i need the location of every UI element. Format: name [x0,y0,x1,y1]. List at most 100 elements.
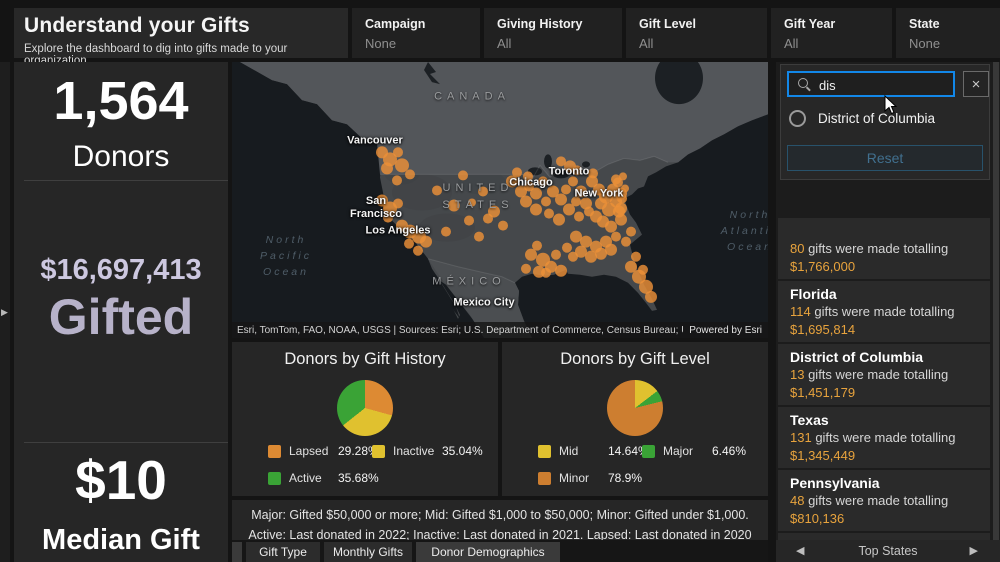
donor-dot [563,203,575,216]
donor-dot [562,242,572,253]
filter-giving-history[interactable]: Giving History All [484,8,622,58]
donor-dot [605,220,617,233]
search-icon [798,78,808,88]
gift-history-definition: Active: Last donated in 2022; Inactive: … [248,528,752,540]
donor-dot [556,156,566,167]
top-state-item-florida[interactable]: Florida 114 gifts were made totalling $1,6… [778,281,990,342]
bottom-tab-strip: Gift Type Monthly Gifts Donor Demographi… [232,540,768,562]
legend-item-major[interactable]: Major 6.46% [642,444,746,458]
page-title: Understand your Gifts [24,14,250,37]
donor-dot [611,231,621,242]
donor-dot [615,213,627,226]
legend-label: Mid [559,444,579,458]
donor-dot [395,158,409,173]
gift-level-definition: Major: Gifted $50,000 or more; Mid: Gift… [251,508,749,522]
top-state-item-pennsylvania[interactable]: Pennsylvania 48 gifts were made totalling… [778,470,990,531]
legend-percent: 29.28% [338,444,379,458]
chart-legend: Mid 14.64% Major 6.46% Minor 78.9% [538,444,746,485]
gift-total: $1,451,179 [790,385,856,400]
gift-count: 80 [790,241,805,256]
filter-campaign[interactable]: Campaign None [352,8,480,58]
donor-dot [568,251,578,262]
top-state-item[interactable]: 80 gifts were made totalling $1,766,000 [778,218,990,279]
filter-value: All [784,36,799,51]
filter-label: Gift Year [784,17,836,31]
donor-dot [393,198,403,209]
filter-value: None [909,36,941,51]
donor-dot [404,238,414,249]
legend-item-inactive[interactable]: Inactive 35.04% [372,444,483,458]
donor-dot [561,184,571,195]
legend-label: Lapsed [289,444,329,458]
tab-monthly-gifts[interactable]: Monthly Gifts [324,542,412,562]
legend-percent: 14.64% [608,444,649,458]
gift-history-pie[interactable] [337,380,393,436]
legend-item-mid[interactable]: Mid 14.64% [538,444,649,458]
suggestion-district-of-columbia[interactable]: District of Columbia [789,109,935,127]
top-state-item-texas[interactable]: Texas 131 gifts were made totalling $1,345… [778,407,990,468]
donor-dot [588,168,598,179]
powered-by-esri: Powered by Esri [689,324,762,336]
legend-item-active[interactable]: Active 35.68% [268,471,379,485]
tab-gift-type[interactable]: Gift Type [246,542,320,562]
legend-percent: 35.04% [442,444,483,458]
gift-total: $1,766,000 [790,259,856,274]
gift-level-pie[interactable] [607,380,663,436]
top-state-item-district-of-columbia[interactable]: District of Columbia 13 gifts were made t… [778,344,990,405]
donor-dot [621,236,631,247]
donor-dot [523,171,533,182]
filter-label: Giving History [497,17,583,31]
legend-percent: 78.9% [608,471,643,485]
donor-dot [376,194,388,207]
gift-count: 13 [790,367,805,382]
gift-count-line: 131 gifts were made totalling [790,430,956,445]
filter-gift-level[interactable]: Gift Level All [626,8,767,58]
clear-search-button[interactable]: × [963,71,989,97]
filter-state[interactable]: State None [896,8,1000,58]
search-input[interactable] [817,73,951,97]
reset-button[interactable]: Reset [787,145,983,171]
definitions-panel: Major: Gifted $50,000 or more; Mid: Gift… [232,500,768,540]
legend-item-lapsed[interactable]: Lapsed 29.28% [268,444,379,458]
legend-swatch [538,471,551,485]
donor-dot [570,230,582,243]
donor-dot [474,231,484,242]
scrollbar[interactable] [993,62,999,540]
next-page-icon[interactable]: ▶ [969,544,978,557]
donor-dot [585,250,597,263]
search-box [787,71,955,97]
list-footer: ◀ Top States ▶ [776,540,1000,562]
donor-dot [547,185,559,198]
legend-label: Major [663,444,694,458]
donor-dot [405,169,415,180]
donor-dot [617,193,627,204]
expand-panel-icon[interactable]: ▶ [1,308,8,318]
map-attribution: Esri, TomTom, FAO, NOAA, USGS | Sources:… [232,322,768,338]
legend-label: Minor [559,471,590,485]
previous-page-icon[interactable]: ◀ [796,544,805,557]
tab-scroll-stub[interactable] [232,542,242,562]
legend-swatch [538,444,551,458]
legend-label: Inactive [393,444,435,458]
donor-dot [555,264,567,277]
gifted-amount: $16,697,413 [40,254,202,286]
gift-count: 48 [790,493,805,508]
donor-dot [498,220,508,231]
radio-icon[interactable] [789,109,806,127]
donor-dot [515,185,527,198]
stats-panel: 1,564 Donors $16,697,413 Gifted $10 Medi… [14,62,228,562]
donor-dot [625,260,637,273]
donor-dot [631,251,641,262]
gift-total: $810,136 [790,511,845,526]
gift-count: 131 [790,430,812,445]
donor-dot [645,290,657,303]
divider [24,180,228,181]
tab-donor-demographics[interactable]: Donor Demographics [416,542,560,562]
suggestion-label: District of Columbia [818,110,936,126]
filter-gift-year[interactable]: Gift Year All [771,8,892,58]
gifted-label: Gifted [48,289,194,345]
donor-map[interactable]: CANADA UNITED STATES MÉXICO Vancouver Toront… [232,62,768,338]
legend-item-minor[interactable]: Minor 78.9% [538,471,642,485]
donor-dot [441,226,451,237]
